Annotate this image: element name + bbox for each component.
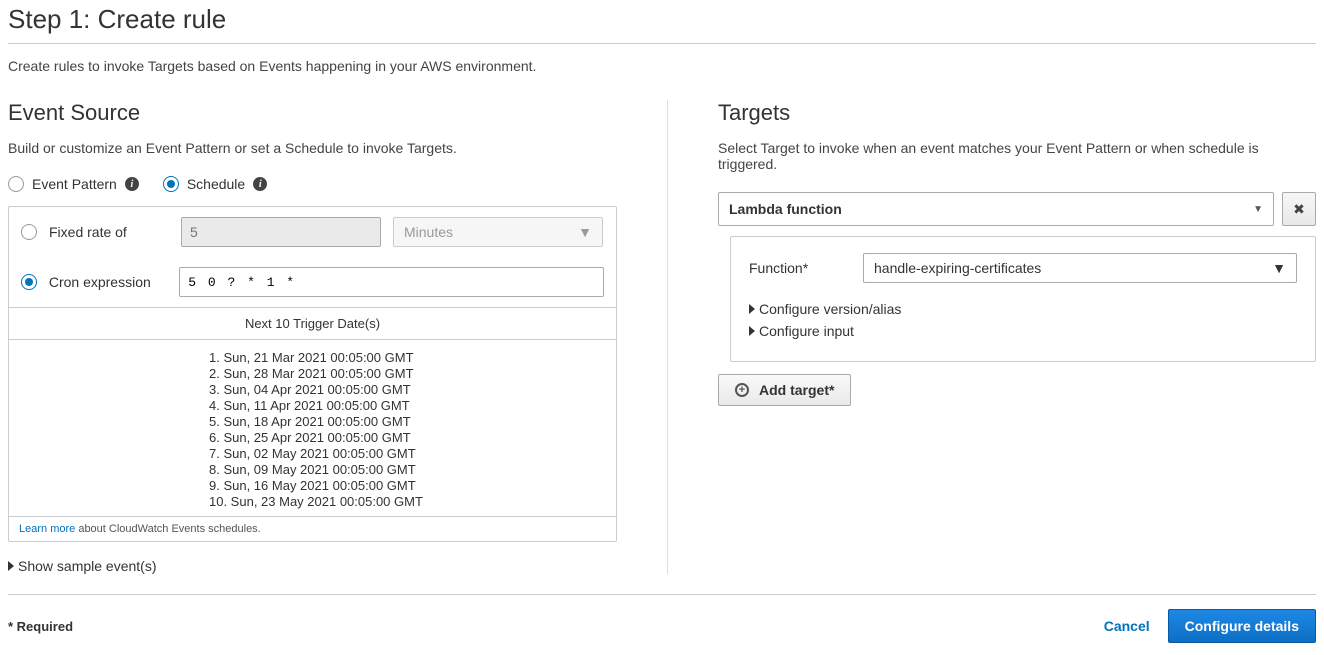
page-title: Step 1: Create rule xyxy=(8,0,1316,43)
cancel-button[interactable]: Cancel xyxy=(1104,618,1150,634)
trigger-dates-header: Next 10 Trigger Date(s) xyxy=(9,307,616,340)
configure-input-label: Configure input xyxy=(759,323,854,339)
fixed-rate-radio[interactable] xyxy=(21,224,37,240)
cron-label: Cron expression xyxy=(49,274,167,290)
function-selected-value: handle-expiring-certificates xyxy=(874,260,1041,276)
trigger-date: 1. Sun, 21 Mar 2021 00:05:00 GMT xyxy=(9,350,616,366)
info-icon[interactable]: i xyxy=(253,177,267,191)
target-type-label: Lambda function xyxy=(729,201,842,217)
event-pattern-label: Event Pattern xyxy=(32,176,117,192)
trigger-date: 9. Sun, 16 May 2021 00:05:00 GMT xyxy=(9,478,616,494)
close-icon: ✖ xyxy=(1293,201,1305,218)
fixed-rate-unit-label: Minutes xyxy=(404,224,453,240)
targets-desc: Select Target to invoke when an event ma… xyxy=(718,140,1316,172)
show-sample-label: Show sample event(s) xyxy=(18,558,157,574)
trigger-date: 2. Sun, 28 Mar 2021 00:05:00 GMT xyxy=(9,366,616,382)
target-type-select[interactable]: Lambda function ▼ xyxy=(718,192,1274,226)
add-target-button[interactable]: + Add target* xyxy=(718,374,851,406)
cron-radio[interactable] xyxy=(21,274,37,290)
learn-more-link[interactable]: Learn more xyxy=(19,523,75,535)
chevron-down-icon: ▼ xyxy=(1253,204,1263,215)
add-target-label: Add target* xyxy=(759,382,834,398)
caret-right-icon xyxy=(8,561,14,571)
fixed-rate-unit-select: Minutes ▼ xyxy=(393,217,603,247)
show-sample-expander[interactable]: Show sample event(s) xyxy=(8,558,617,574)
targets-title: Targets xyxy=(718,100,1316,126)
learn-more-text: about CloudWatch Events schedules. xyxy=(75,523,260,535)
event-source-desc: Build or customize an Event Pattern or s… xyxy=(8,140,617,156)
page-subtitle: Create rules to invoke Targets based on … xyxy=(8,58,1316,74)
configure-input-expander[interactable]: Configure input xyxy=(749,323,1297,339)
caret-right-icon xyxy=(749,304,755,314)
trigger-date: 6. Sun, 25 Apr 2021 00:05:00 GMT xyxy=(9,430,616,446)
trigger-date: 7. Sun, 02 May 2021 00:05:00 GMT xyxy=(9,446,616,462)
configure-version-label: Configure version/alias xyxy=(759,301,901,317)
learn-more-row: Learn more about CloudWatch Events sched… xyxy=(9,516,616,541)
required-note: * Required xyxy=(8,619,73,634)
targets-panel: Targets Select Target to invoke when an … xyxy=(668,100,1316,574)
trigger-date: 4. Sun, 11 Apr 2021 00:05:00 GMT xyxy=(9,398,616,414)
divider xyxy=(8,594,1316,595)
trigger-date: 5. Sun, 18 Apr 2021 00:05:00 GMT xyxy=(9,414,616,430)
fixed-rate-input xyxy=(181,217,381,247)
schedule-label: Schedule xyxy=(187,176,245,192)
target-config-box: Function* handle-expiring-certificates ▼… xyxy=(730,236,1316,362)
event-source-panel: Event Source Build or customize an Event… xyxy=(8,100,668,574)
divider xyxy=(8,43,1316,44)
cron-input[interactable] xyxy=(179,267,604,297)
configure-version-expander[interactable]: Configure version/alias xyxy=(749,301,1297,317)
fixed-rate-label: Fixed rate of xyxy=(49,224,169,240)
caret-right-icon xyxy=(749,326,755,336)
schedule-radio[interactable] xyxy=(163,176,179,192)
trigger-date: 8. Sun, 09 May 2021 00:05:00 GMT xyxy=(9,462,616,478)
trigger-date: 10. Sun, 23 May 2021 00:05:00 GMT xyxy=(9,494,616,510)
schedule-box: Fixed rate of Minutes ▼ Cron expression … xyxy=(8,206,617,542)
chevron-down-icon: ▼ xyxy=(578,224,592,240)
plus-icon: + xyxy=(735,383,749,397)
event-pattern-radio[interactable] xyxy=(8,176,24,192)
function-select[interactable]: handle-expiring-certificates ▼ xyxy=(863,253,1297,283)
function-label: Function* xyxy=(749,260,839,276)
trigger-dates-list: 1. Sun, 21 Mar 2021 00:05:00 GMT 2. Sun,… xyxy=(9,340,616,516)
trigger-date: 3. Sun, 04 Apr 2021 00:05:00 GMT xyxy=(9,382,616,398)
chevron-down-icon: ▼ xyxy=(1272,260,1286,276)
configure-details-button[interactable]: Configure details xyxy=(1168,609,1316,643)
event-source-title: Event Source xyxy=(8,100,617,126)
info-icon[interactable]: i xyxy=(125,177,139,191)
remove-target-button[interactable]: ✖ xyxy=(1282,192,1316,226)
